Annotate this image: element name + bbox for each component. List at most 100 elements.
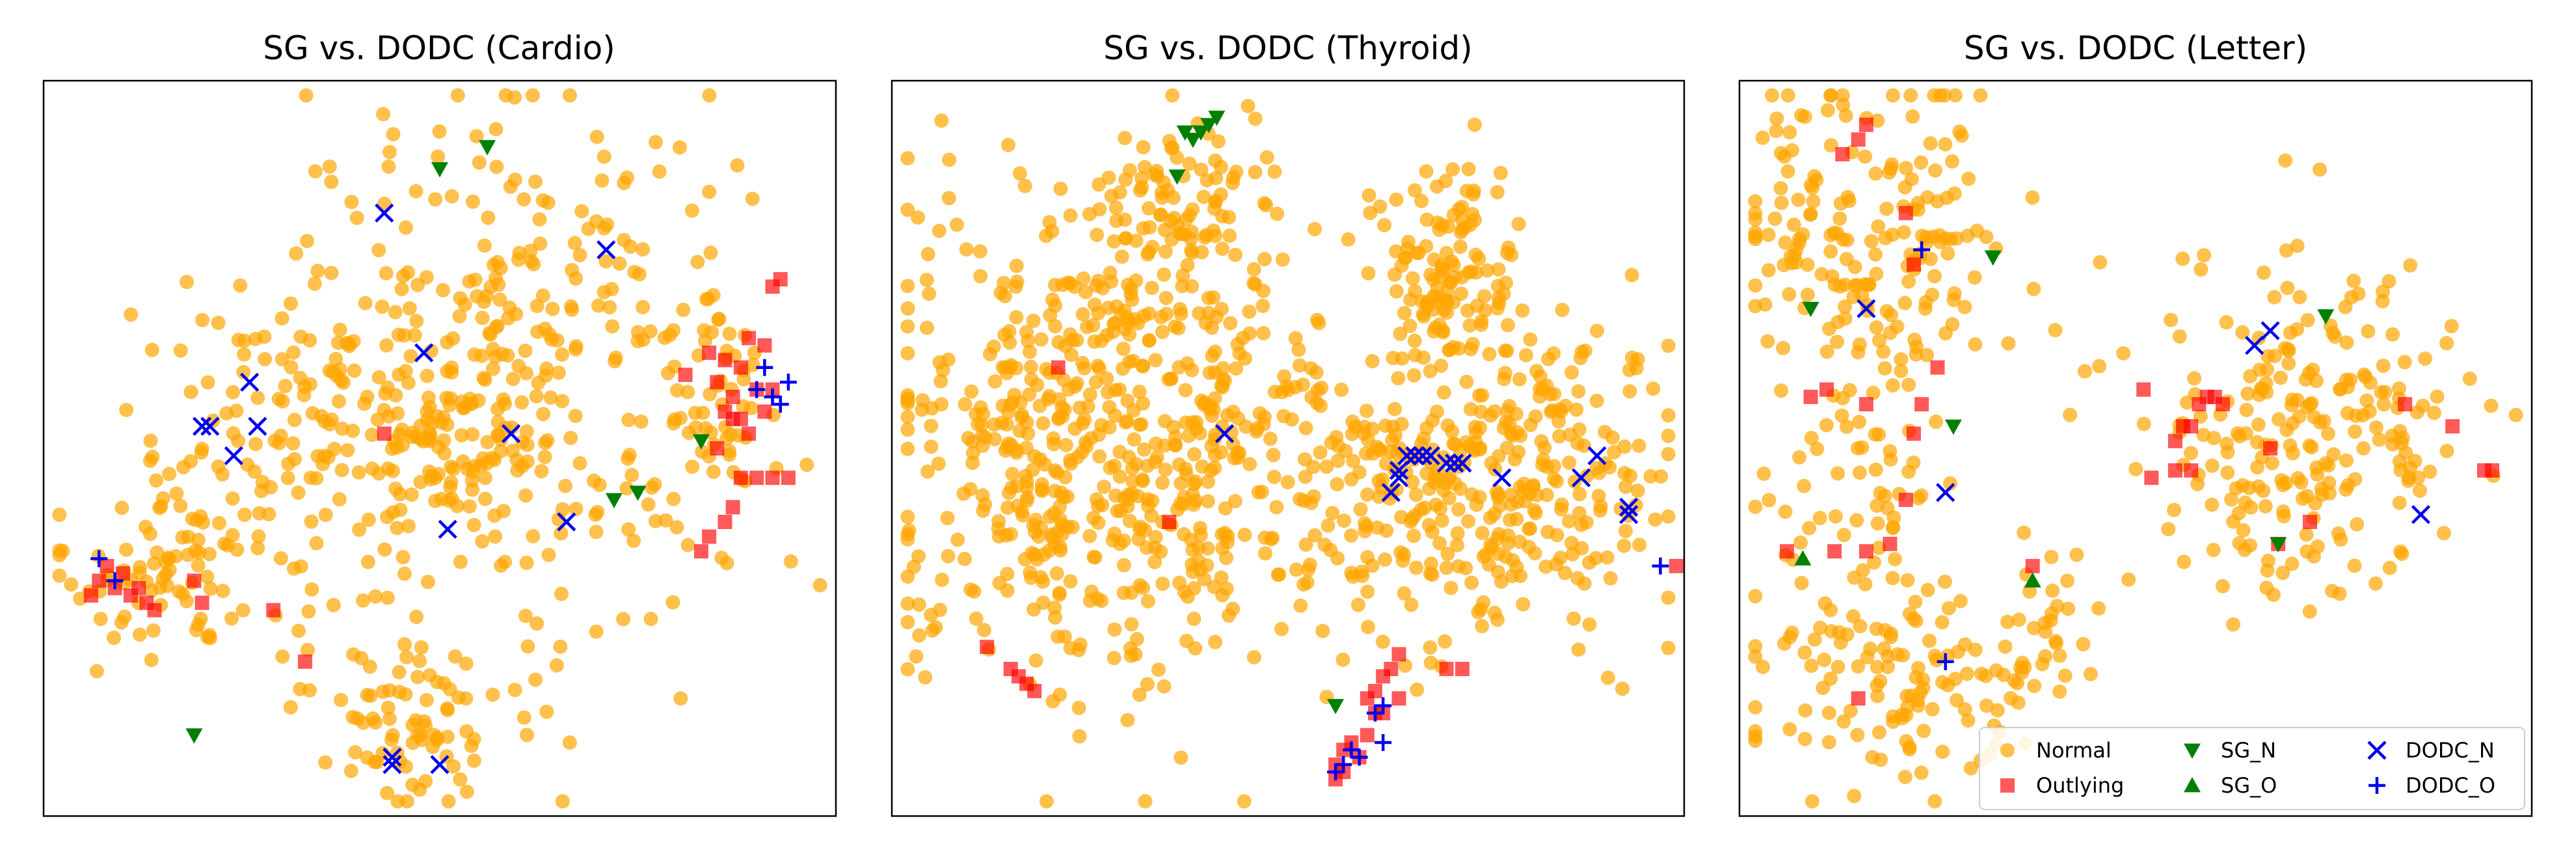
normal-point	[1600, 550, 1615, 565]
normal-point	[215, 467, 230, 482]
normal-point	[1125, 292, 1140, 307]
normal-point	[1182, 156, 1197, 171]
normal-point	[1053, 539, 1067, 554]
normal-point	[1092, 361, 1107, 376]
normal-point	[428, 192, 443, 207]
dodc-n-point	[248, 416, 267, 436]
normal-point	[1311, 316, 1326, 331]
dodc-n-point	[382, 755, 402, 774]
normal-point	[377, 542, 392, 557]
normal-point	[1898, 161, 1913, 176]
normal-point	[1566, 611, 1581, 626]
dodc-o-point	[90, 550, 108, 567]
normal-point	[302, 377, 317, 392]
normal-point	[996, 276, 1011, 291]
normal-point	[1161, 372, 1176, 387]
normal-point	[302, 333, 317, 348]
normal-point	[1158, 462, 1173, 477]
normal-point	[440, 701, 455, 716]
normal-point	[2292, 409, 2307, 424]
outlying-point	[2476, 463, 2491, 478]
normal-point	[1898, 295, 1912, 310]
normal-point	[1607, 444, 1622, 459]
normal-point	[1389, 284, 1404, 299]
normal-point	[301, 604, 316, 619]
normal-point	[1158, 244, 1173, 259]
normal-point	[2136, 416, 2151, 431]
normal-point	[2300, 489, 2314, 504]
normal-point	[1191, 553, 1206, 568]
normal-point	[2322, 476, 2337, 491]
normal-point	[1120, 493, 1135, 508]
normal-point	[2091, 601, 2106, 616]
normal-point	[569, 502, 584, 517]
normal-point	[995, 360, 1010, 375]
normal-point	[1157, 414, 1172, 429]
normal-point	[1200, 173, 1214, 188]
sg-n-point	[1168, 169, 1186, 185]
normal-point	[1071, 700, 1086, 715]
normal-point	[2375, 284, 2390, 299]
normal-point	[736, 372, 751, 387]
normal-point	[1122, 354, 1137, 369]
normal-point	[2313, 162, 2328, 177]
normal-point	[401, 519, 416, 534]
outlying-point	[980, 640, 995, 655]
normal-point	[1948, 672, 1963, 687]
normal-point	[1172, 225, 1187, 240]
normal-point	[469, 129, 484, 144]
normal-point	[1304, 390, 1319, 405]
normal-point	[1168, 437, 1183, 452]
normal-point	[986, 339, 1001, 354]
dodc-n-point	[1619, 497, 1639, 517]
normal-point	[1363, 206, 1378, 221]
normal-point	[2368, 420, 2383, 435]
normal-point	[1440, 547, 1455, 562]
normal-point	[1077, 412, 1092, 427]
normal-point	[918, 670, 933, 685]
normal-point	[1228, 494, 1242, 509]
normal-point	[466, 754, 481, 769]
normal-point	[1352, 465, 1367, 480]
normal-point	[1873, 752, 1888, 767]
normal-point	[1769, 124, 1784, 139]
normal-point	[1533, 369, 1548, 384]
normal-point	[1748, 589, 1763, 604]
normal-point	[1876, 344, 1891, 359]
normal-point	[191, 617, 206, 632]
normal-point	[498, 396, 513, 411]
normal-point	[680, 538, 695, 552]
normal-point	[1946, 292, 1961, 307]
normal-point	[1330, 477, 1345, 492]
outlying-point	[2025, 558, 2040, 573]
outlying-point	[1914, 397, 1929, 412]
normal-point	[1393, 326, 1408, 341]
normal-point	[1472, 388, 1487, 403]
normal-point	[1394, 416, 1409, 431]
normal-point	[1075, 307, 1090, 322]
normal-point	[390, 794, 405, 809]
normal-point	[1422, 482, 1437, 497]
normal-point	[1039, 228, 1054, 243]
normal-point	[371, 370, 386, 385]
normal-point	[1196, 189, 1211, 204]
normal-point	[1089, 278, 1104, 293]
normal-point	[476, 370, 491, 385]
normal-point	[965, 456, 980, 470]
normal-point	[1425, 567, 1440, 582]
normal-point	[1398, 251, 1413, 266]
normal-point	[1804, 431, 1819, 446]
normal-point	[1403, 292, 1418, 307]
normal-point	[1918, 295, 1933, 310]
normal-point	[191, 532, 206, 547]
normal-point	[1214, 419, 1229, 434]
normal-point	[1028, 512, 1043, 527]
normal-point	[2077, 364, 2092, 379]
normal-point	[310, 264, 325, 279]
normal-point	[248, 437, 263, 452]
normal-point	[429, 674, 444, 689]
normal-point	[1012, 166, 1027, 181]
normal-point	[1823, 671, 1838, 686]
